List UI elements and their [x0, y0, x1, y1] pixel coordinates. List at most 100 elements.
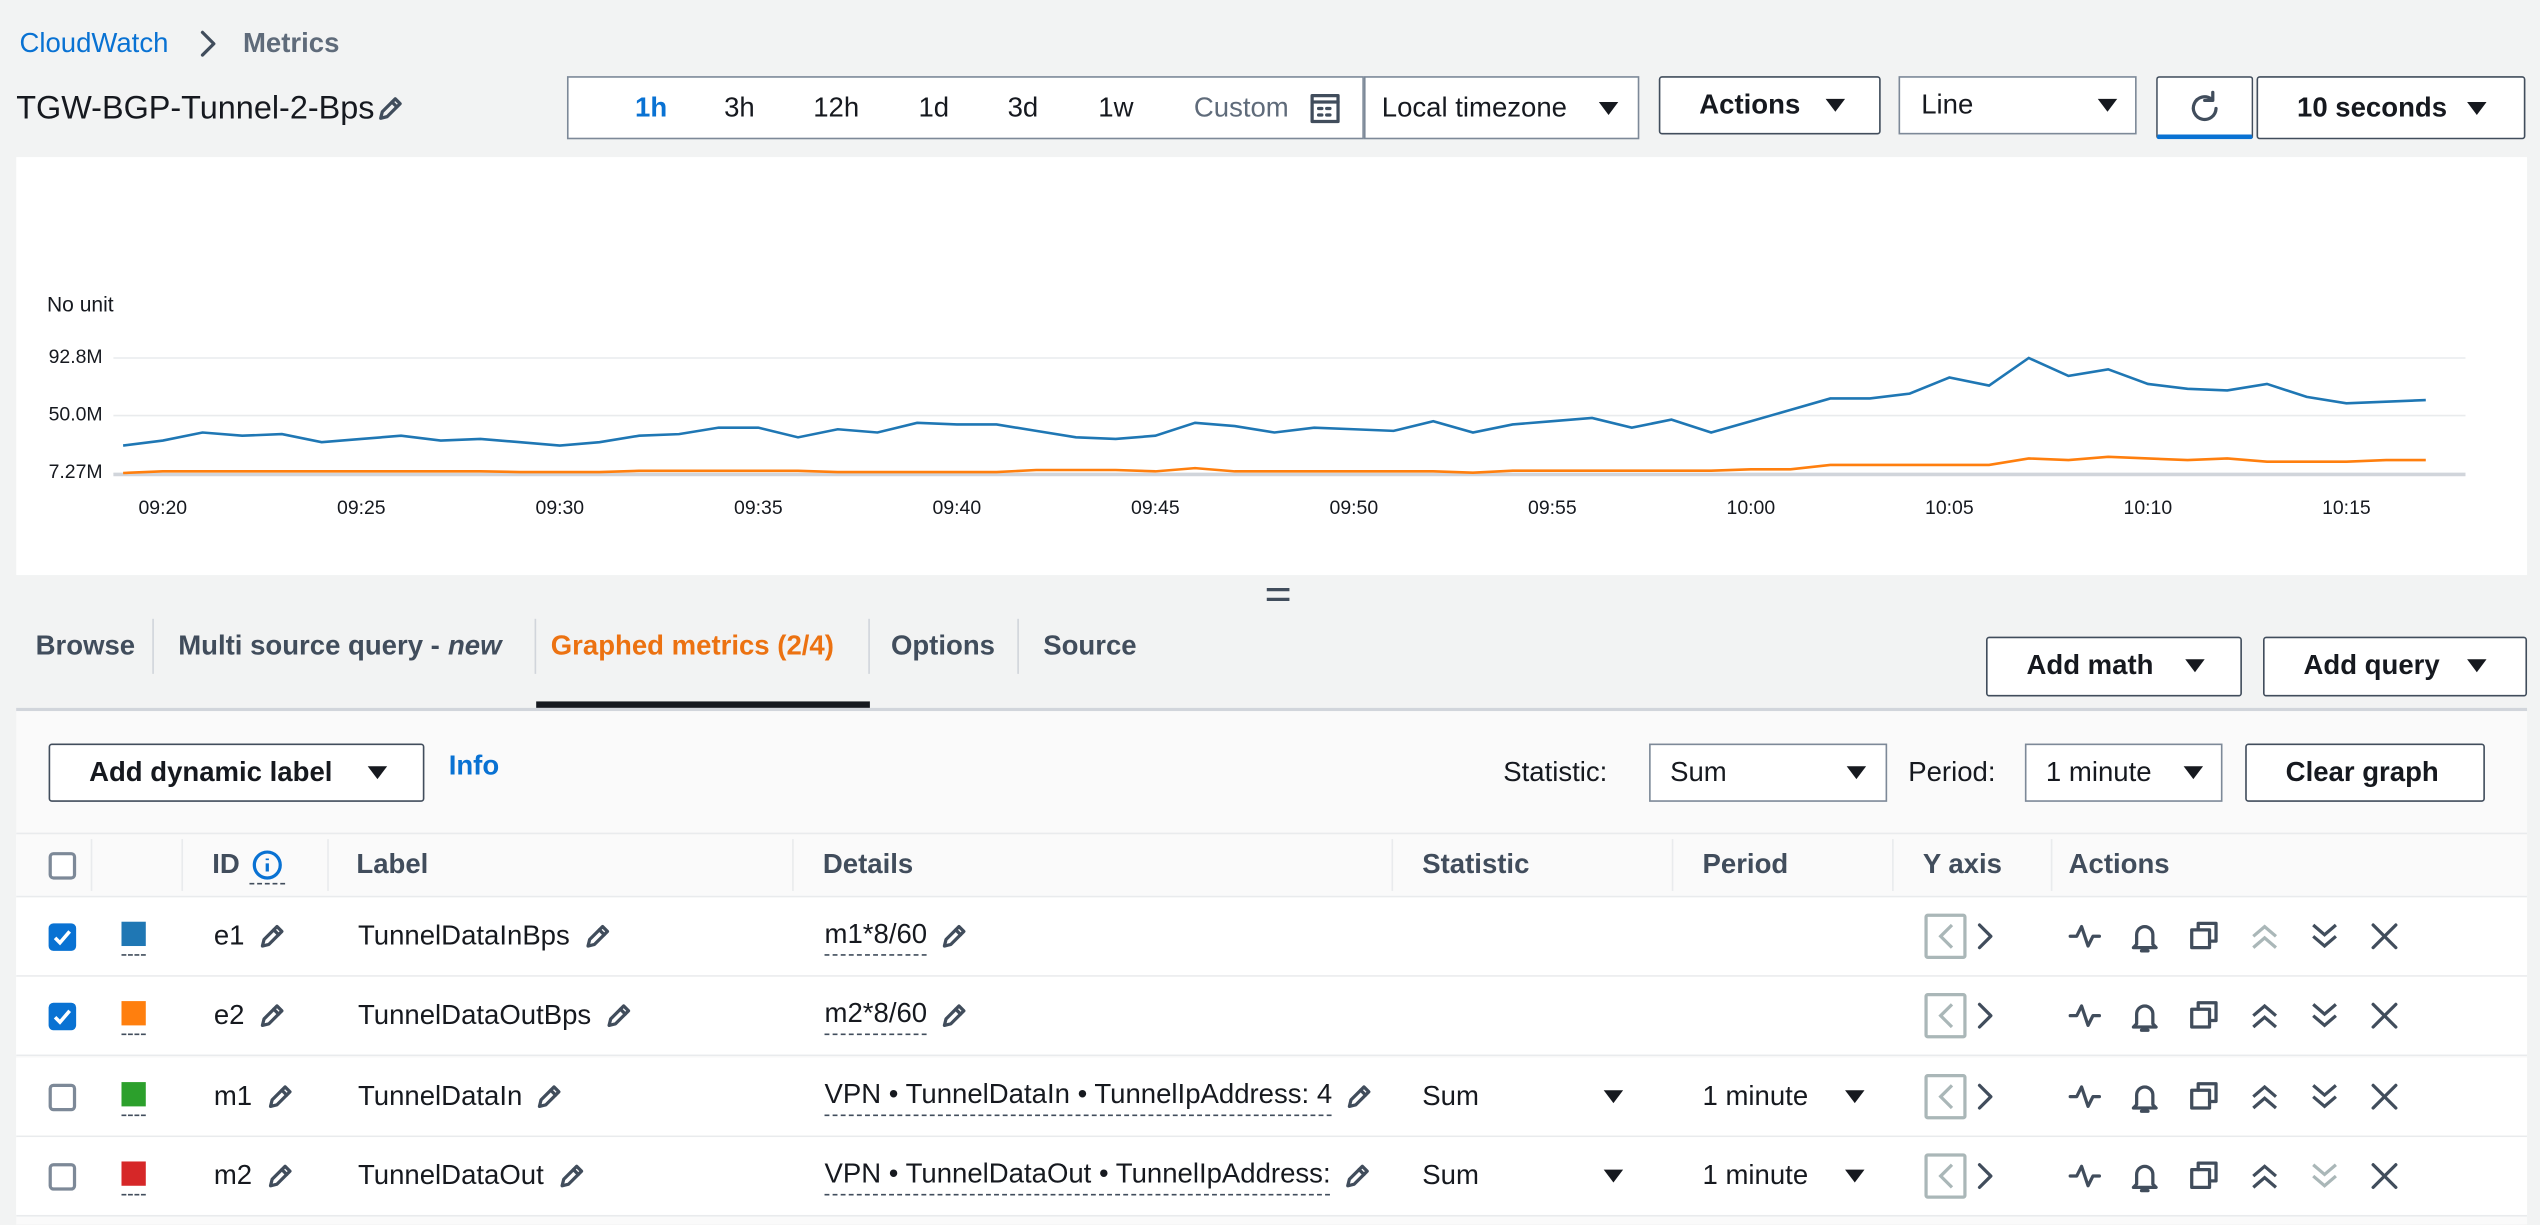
tab[interactable]: Source [1043, 630, 1137, 661]
tab[interactable]: Browse [35, 630, 136, 661]
edit-icon[interactable] [940, 1002, 969, 1031]
edit-icon[interactable] [1345, 1081, 1374, 1110]
duplicate-icon[interactable] [2188, 1080, 2220, 1112]
y-axis-left-button[interactable] [1924, 993, 1967, 1039]
time-range-option[interactable]: 3h [724, 92, 755, 124]
resize-handle[interactable] [1265, 586, 1291, 602]
edit-icon[interactable] [376, 94, 405, 123]
y-axis-left-button[interactable] [1924, 913, 1967, 959]
icon-shape [1845, 1089, 1865, 1103]
duplicate-icon[interactable] [2188, 1000, 2220, 1032]
tab-action-button[interactable] [2263, 636, 2528, 697]
move-up-icon[interactable] [2248, 920, 2280, 952]
series-color-swatch[interactable] [121, 921, 146, 947]
icon-shape [1310, 93, 1340, 124]
refresh-button[interactable] [2156, 76, 2254, 140]
move-up-icon[interactable] [2248, 1000, 2280, 1032]
breadcrumb-link[interactable]: CloudWatch [19, 27, 169, 59]
checkbox[interactable] [48, 1083, 77, 1111]
metric-statistic[interactable]: Sum [1422, 1159, 1479, 1191]
move-down-icon[interactable] [2308, 1000, 2340, 1032]
y-axis-right-button[interactable] [1975, 923, 1994, 950]
tab[interactable]: Multi source query - new [178, 630, 502, 661]
column-separator [2050, 839, 2053, 891]
graph-icon[interactable] [2068, 920, 2102, 952]
column-separator [1671, 839, 1674, 891]
icon-shape [607, 1004, 631, 1028]
graph-type-select[interactable] [1898, 76, 2137, 135]
y-axis-right-button[interactable] [1975, 1003, 1994, 1030]
edit-icon[interactable] [266, 1081, 295, 1110]
edit-icon[interactable] [604, 1002, 633, 1031]
graph-icon[interactable] [2068, 1000, 2102, 1032]
series-color-swatch[interactable] [121, 1081, 146, 1106]
time-range-option[interactable]: 1h [635, 92, 668, 124]
tab-badge: new [447, 630, 502, 661]
tab-action-button[interactable] [1985, 636, 2242, 697]
edit-icon[interactable] [557, 1161, 586, 1190]
alarm-icon[interactable] [2129, 920, 2161, 953]
calendar-icon[interactable] [1310, 93, 1340, 124]
metric-statistic[interactable]: Sum [1422, 1079, 1479, 1111]
icon-shape [1938, 1003, 1954, 1029]
time-range-option[interactable]: 3d [1007, 92, 1039, 124]
checkbox[interactable] [48, 1162, 77, 1191]
alarm-icon[interactable] [2129, 1080, 2161, 1113]
time-range-option[interactable]: Custom [1193, 92, 1289, 124]
remove-icon[interactable] [2368, 1160, 2400, 1192]
move-up-icon[interactable] [2248, 1160, 2280, 1192]
move-up-icon[interactable] [2248, 1080, 2280, 1112]
duplicate-icon[interactable] [2188, 920, 2220, 952]
time-range-option[interactable]: 1w [1098, 92, 1134, 124]
remove-icon[interactable] [2368, 1000, 2400, 1032]
time-range-option[interactable]: 12h [813, 92, 860, 124]
icon-shape [367, 766, 388, 780]
edit-icon[interactable] [1343, 1161, 1372, 1190]
edit-icon[interactable] [266, 1161, 295, 1190]
edit-icon[interactable] [583, 922, 612, 951]
remove-icon[interactable] [2368, 920, 2400, 952]
checkbox[interactable] [48, 923, 77, 951]
icon-shape [1310, 93, 1340, 124]
move-down-icon[interactable] [2308, 1160, 2340, 1192]
info-link[interactable]: Info [448, 750, 500, 781]
y-axis-right-button[interactable] [1975, 1162, 1994, 1189]
move-down-icon[interactable] [2308, 1080, 2340, 1112]
edit-icon[interactable] [940, 922, 969, 951]
icon-shape [2183, 766, 2204, 780]
graph-icon[interactable] [2068, 1080, 2102, 1112]
duplicate-icon[interactable] [2188, 1160, 2220, 1192]
series-color-swatch[interactable] [121, 1001, 146, 1026]
y-axis-left-button[interactable] [1924, 1153, 1967, 1199]
alarm-icon[interactable] [2129, 1000, 2161, 1033]
remove-icon[interactable] [2368, 1080, 2400, 1112]
series-line [122, 356, 2426, 447]
series-color-swatch[interactable] [121, 1161, 146, 1186]
icon-shape [1603, 1169, 1624, 1183]
checkbox[interactable] [48, 852, 77, 880]
edit-icon[interactable] [258, 922, 287, 951]
clear-graph-button[interactable] [2245, 743, 2485, 802]
time-range-option[interactable]: 1d [918, 92, 950, 124]
move-down-icon[interactable] [2308, 920, 2340, 952]
timezone-select[interactable] [1363, 76, 1640, 140]
tab[interactable]: Options [890, 630, 995, 661]
icon-shape [2068, 924, 2102, 948]
statistic-select[interactable] [1649, 743, 1888, 802]
tab[interactable]: Graphed metrics (2/4) [550, 630, 834, 661]
graph-icon[interactable] [2068, 1160, 2102, 1192]
x-tick-label: 09:20 [139, 497, 188, 519]
edit-icon[interactable] [535, 1081, 564, 1110]
actions-button[interactable] [1658, 76, 1881, 135]
y-axis-right-button[interactable] [1975, 1083, 1994, 1109]
checkbox[interactable] [48, 1003, 77, 1031]
dropdown-caret [1845, 765, 1868, 781]
metric-period[interactable]: 1 minute [1702, 1159, 1809, 1191]
alarm-icon[interactable] [2129, 1160, 2161, 1193]
metric-period[interactable]: 1 minute [1702, 1079, 1809, 1111]
y-axis-left-button[interactable] [1924, 1073, 1967, 1119]
y-tick-label: 50.0M [49, 404, 103, 426]
add-dynamic-label-button[interactable] [48, 743, 425, 802]
edit-icon[interactable] [258, 1002, 287, 1031]
info-icon[interactable] [251, 849, 283, 881]
